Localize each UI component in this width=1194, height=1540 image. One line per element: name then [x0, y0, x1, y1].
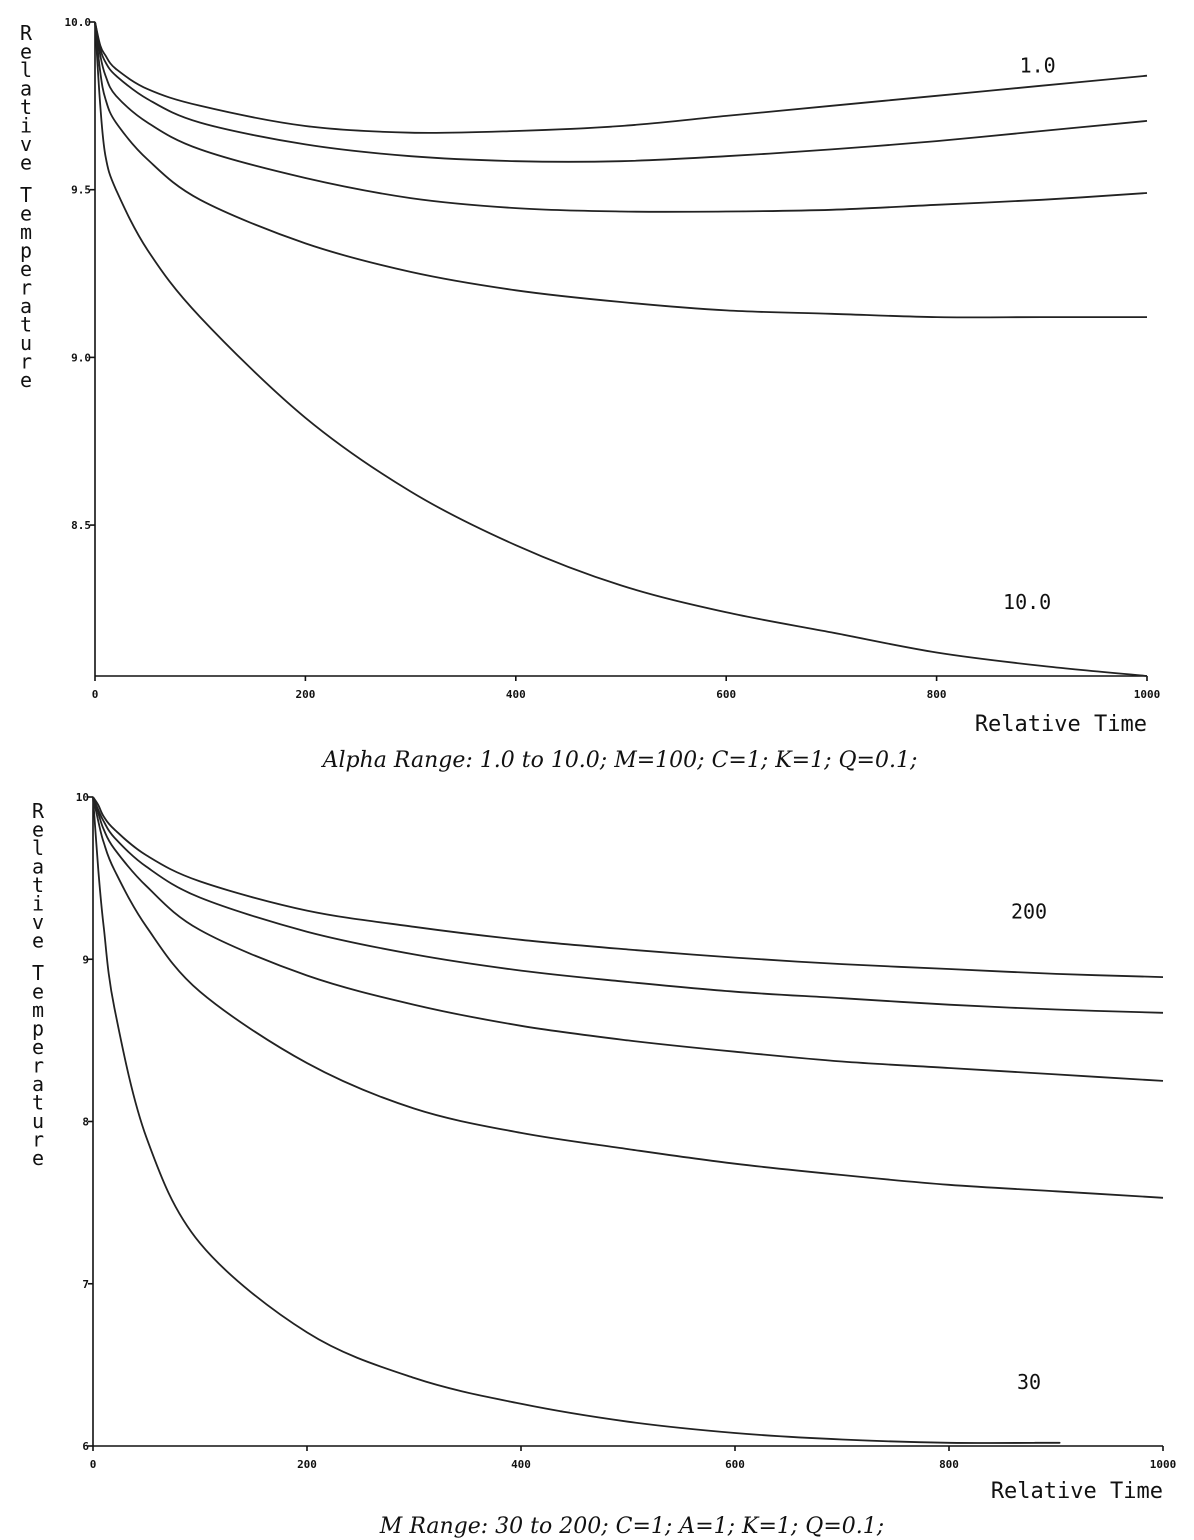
x-tick-label: 400 — [506, 688, 526, 701]
x-tick-label: 1000 — [1150, 1458, 1177, 1471]
series-line-5 — [92, 796, 1061, 1444]
x-tick-label: 400 — [511, 1458, 531, 1471]
y-axis-label-char: a — [20, 77, 32, 101]
y-tick-label: 6 — [82, 1440, 89, 1453]
x-tick-label: 1000 — [1134, 688, 1161, 701]
series-annotation: 200 — [1011, 900, 1047, 924]
y-axis-label-char: a — [32, 1072, 44, 1096]
y-ticks: 10 9 8 7 6 — [76, 791, 93, 1453]
y-axis-label-char: r — [20, 276, 32, 300]
x-axis-label: Relative Time — [975, 712, 1147, 737]
y-axis-label-char: R — [32, 799, 45, 823]
y-axis-label-char: m — [20, 220, 32, 244]
y-axis-label-char: e — [20, 368, 32, 392]
annotations: 1.0 10.0 — [1003, 53, 1056, 614]
y-axis-label-char: e — [32, 980, 44, 1004]
y-axis-label-char: e — [20, 40, 32, 64]
series-group — [92, 796, 1164, 1444]
y-axis-label-char: T — [20, 183, 32, 207]
y-axis-label-char: a — [32, 855, 44, 879]
series-line-4 — [94, 21, 1147, 319]
series-group — [94, 21, 1148, 677]
series-line-1 — [94, 21, 1148, 134]
series-line-2 — [94, 21, 1148, 163]
y-axis-label-char: u — [20, 331, 32, 355]
y-axis-label-char: t — [32, 1091, 44, 1115]
x-tick-label: 800 — [927, 688, 947, 701]
y-axis-label-char: e — [32, 1035, 44, 1059]
series-line-4 — [92, 796, 1164, 1199]
y-axis-label-char: e — [20, 151, 32, 175]
series-line-5 — [94, 21, 1148, 677]
y-tick-label: 7 — [82, 1278, 89, 1291]
x-axis-label: Relative Time — [991, 1479, 1163, 1504]
y-axis-label-char: e — [20, 202, 32, 226]
y-axis-label-char: e — [20, 257, 32, 281]
y-axis-label-char: R — [20, 21, 33, 45]
x-tick-label: 600 — [716, 688, 736, 701]
y-axis-label-char: e — [32, 818, 44, 842]
y-tick-label: 9.5 — [71, 184, 91, 197]
x-tick-label: 0 — [92, 688, 99, 701]
y-ticks: 10.0 9.5 9.0 8.5 — [65, 16, 95, 532]
y-axis-label-char: m — [32, 998, 44, 1022]
y-axis-label-char: t — [20, 95, 32, 119]
y-axis-label-char: u — [32, 1109, 44, 1133]
series-annotation: 30 — [1017, 1370, 1041, 1394]
y-axis-label-char: p — [20, 239, 32, 263]
y-tick-label: 9 — [82, 953, 89, 966]
y-axis-label-char: v — [32, 910, 44, 934]
y-tick-label: 8 — [82, 1116, 89, 1129]
series-annotation: 10.0 — [1003, 590, 1051, 614]
y-axis-label-char: a — [20, 294, 32, 318]
y-axis-label-char: v — [20, 132, 32, 156]
y-axis-label-char: l — [20, 58, 32, 82]
y-axis-label-char: i — [20, 114, 32, 138]
y-tick-label: 9.0 — [71, 351, 91, 364]
x-ticks: 0 200 400 600 800 1000 — [90, 1446, 1177, 1471]
y-tick-label: 10.0 — [65, 16, 92, 29]
y-axis-label-char: T — [32, 961, 44, 985]
series-line-2 — [92, 796, 1164, 1014]
chart-caption: Alpha Range: 1.0 to 10.0; M=100; C=1; K=… — [321, 748, 918, 773]
y-tick-label: 10 — [76, 791, 89, 804]
series-annotation: 1.0 — [1020, 53, 1056, 77]
x-tick-label: 0 — [90, 1458, 97, 1471]
x-tick-label: 200 — [297, 1458, 317, 1471]
y-axis-label-char: l — [32, 836, 44, 860]
y-axis-label-char: r — [20, 350, 32, 374]
chart-caption: M Range: 30 to 200; C=1; A=1; K=1; Q=0.1… — [379, 1514, 884, 1539]
x-tick-label: 200 — [295, 688, 315, 701]
y-axis-label-char: t — [20, 313, 32, 337]
y-axis-label-char: p — [32, 1017, 44, 1041]
x-tick-label: 600 — [725, 1458, 745, 1471]
series-line-1 — [92, 796, 1164, 978]
y-axis-label-char: e — [32, 929, 44, 953]
series-line-3 — [94, 21, 1148, 213]
annotations: 200 30 — [1011, 900, 1047, 1395]
y-axis-label-char: r — [32, 1054, 44, 1078]
series-line-3 — [92, 796, 1164, 1082]
y-tick-label: 8.5 — [71, 519, 91, 532]
x-tick-label: 800 — [939, 1458, 959, 1471]
y-axis-label-char: r — [32, 1128, 44, 1152]
x-ticks: 0 200 400 600 800 1000 — [92, 676, 1161, 701]
y-axis-label-char: t — [32, 873, 44, 897]
y-axis-label-char: e — [32, 1146, 44, 1170]
y-axis-label-char: i — [32, 892, 44, 916]
